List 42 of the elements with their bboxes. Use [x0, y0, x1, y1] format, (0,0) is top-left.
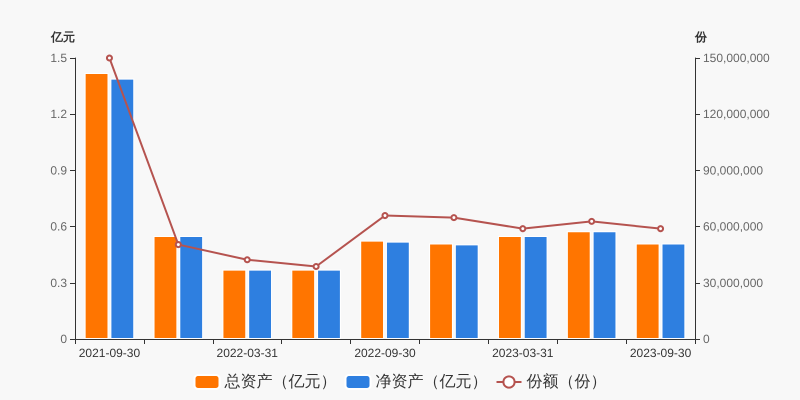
y2-tick-label: 120,000,000 [703, 107, 770, 122]
point [657, 225, 664, 232]
legend-label: 总资产（亿元） [224, 372, 336, 390]
bar [636, 243, 660, 339]
bar [84, 72, 108, 339]
bar [386, 242, 410, 339]
legend-label: 份额（份） [526, 372, 606, 390]
x-tick-label: 2023-09-30 [630, 346, 692, 360]
bar [662, 243, 686, 339]
point [106, 54, 113, 62]
y-tick-label: 0.9 [50, 163, 68, 178]
y2-tick-label: 150,000,000 [703, 51, 770, 65]
y-axis-title: 亿元 [50, 30, 75, 44]
bar [454, 244, 479, 339]
point [244, 256, 251, 264]
point [450, 214, 458, 222]
bar [110, 78, 134, 339]
y2-tick-label: 30,000,000 [703, 276, 764, 290]
legend-label: 净资产（亿元） [376, 372, 488, 390]
bar [592, 231, 616, 339]
point [588, 218, 596, 225]
bar [360, 240, 384, 339]
x-tick-label: 2021-09-30 [78, 346, 140, 360]
bar [429, 243, 453, 339]
bar [566, 231, 591, 339]
y-tick-label: 1.5 [50, 51, 68, 65]
y-tick-label: 0.6 [50, 220, 68, 234]
y2-tick-label: 60,000,000 [703, 220, 764, 234]
bar [179, 236, 204, 339]
x-tick-label: 2022-03-31 [216, 346, 278, 360]
y-tick-label: 0 [60, 332, 68, 346]
y2-axis-title: 份 [694, 30, 708, 44]
y-tick-label: 0.3 [50, 276, 68, 290]
x-tick-label: 2022-09-30 [354, 346, 416, 360]
y2-tick-label: 0 [703, 332, 710, 346]
y-tick-label: 1.2 [50, 107, 68, 122]
point [312, 263, 320, 270]
point [382, 212, 388, 220]
x-tick-label: 2023-03-31 [492, 346, 554, 360]
y2-tick-label: 90,000,000 [703, 163, 764, 178]
point [174, 241, 182, 248]
point [519, 225, 526, 232]
